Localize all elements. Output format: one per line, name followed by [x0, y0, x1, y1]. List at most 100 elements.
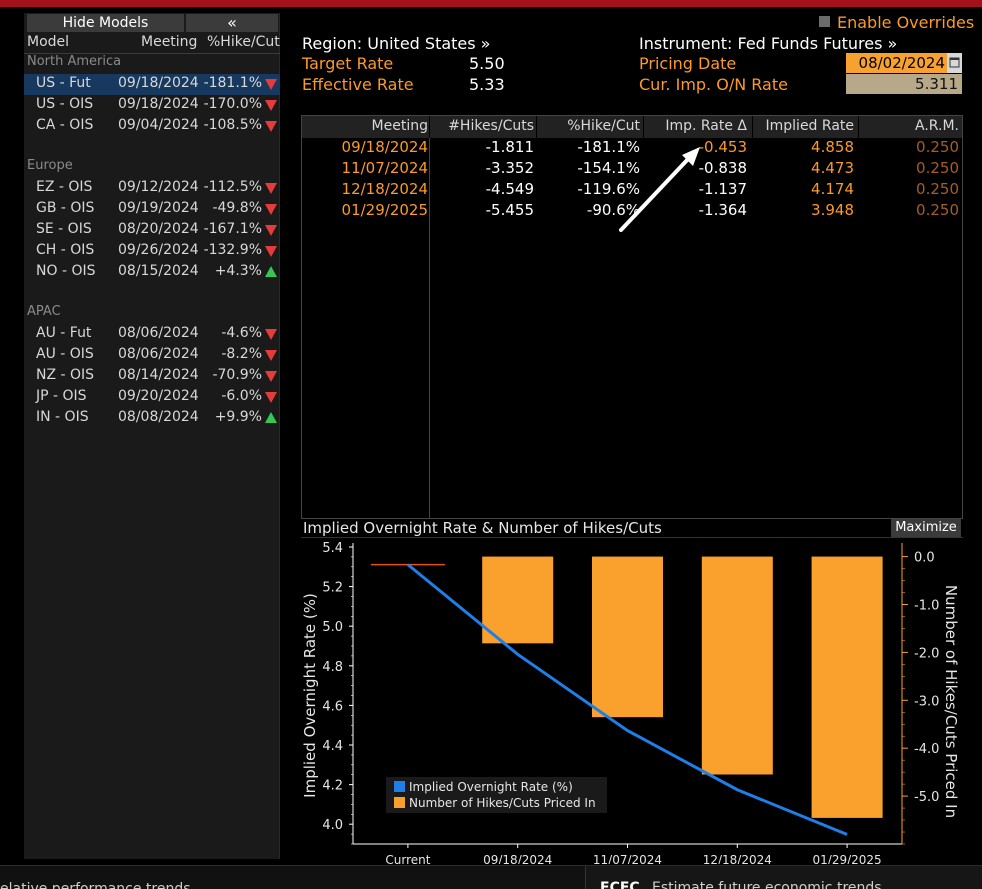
- arm-cell: 0.250: [916, 201, 959, 219]
- hikes-cuts-bar: [482, 556, 554, 644]
- cur-imp-rate-input[interactable]: 5.311: [846, 74, 962, 94]
- model-row[interactable]: CA - OIS 09/04/2024 -108.5%: [24, 116, 280, 137]
- enable-overrides-label[interactable]: Enable Overrides: [837, 13, 975, 32]
- col-hikes-cuts[interactable]: #Hikes/Cuts: [448, 118, 534, 134]
- arrow-down-icon: [265, 183, 277, 194]
- meeting-date: 08/08/2024: [118, 409, 199, 425]
- enable-overrides-checkbox[interactable]: [819, 16, 830, 27]
- hikes-cuts-cell: -5.455: [485, 201, 534, 219]
- table-divider: [429, 138, 430, 518]
- model-name: US - OIS: [36, 96, 94, 112]
- model-row[interactable]: EZ - OIS 09/12/2024 -112.5%: [24, 178, 280, 199]
- col-meeting[interactable]: Meeting: [371, 118, 428, 134]
- model-row[interactable]: US - Fut 09/18/2024 -181.1%: [24, 74, 280, 95]
- region-selector[interactable]: Region: United States »: [302, 34, 491, 53]
- arrow-down-icon: [265, 121, 277, 132]
- x-tick-label: 01/29/2025: [813, 853, 882, 864]
- target-rate-label: Target Rate: [302, 54, 394, 73]
- left-tick-label: 5.4: [322, 541, 343, 556]
- arrow-down-icon: [265, 371, 277, 382]
- bottom-function-link[interactable]: ECFC Estimate future economic trends: [585, 866, 982, 889]
- arrow-up-icon: [265, 412, 277, 423]
- hike-cut-pct: +9.9%: [214, 409, 262, 425]
- model-row[interactable]: IN - OIS 08/08/2024 +9.9%: [24, 408, 280, 429]
- meeting-date: 08/14/2024: [118, 367, 199, 383]
- imp-rate-delta-cell: -0.453: [698, 138, 747, 156]
- x-tick-label: 12/18/2024: [703, 853, 772, 864]
- model-row[interactable]: GB - OIS 09/19/2024 -49.8%: [24, 199, 280, 220]
- meeting-date: 09/19/2024: [118, 200, 199, 216]
- arrow-up-icon: [265, 266, 277, 277]
- model-row[interactable]: NO - OIS 08/15/2024 +4.3%: [24, 262, 280, 283]
- model-row[interactable]: US - OIS 09/18/2024 -170.0%: [24, 95, 280, 116]
- model-name: AU - Fut: [36, 325, 92, 341]
- model-row[interactable]: JP - OIS 09/20/2024 -6.0%: [24, 387, 280, 408]
- model-row[interactable]: SE - OIS 08/20/2024 -167.1%: [24, 220, 280, 241]
- left-tick-label: 4.6: [322, 699, 343, 714]
- hide-models-button[interactable]: Hide Models: [27, 14, 184, 32]
- hikes-cuts-bar: [701, 556, 773, 775]
- meeting-date: 09/26/2024: [118, 242, 199, 258]
- top-red-bar: [0, 0, 982, 7]
- chart-area: 5.4 5.2 5.0 4.8 4.6 4.4 4.2 4.0 0.0 -1.0 -2.0 -3.0 -…: [301, 537, 963, 867]
- meeting-date: 08/20/2024: [118, 221, 199, 237]
- meeting-cell: 11/07/2024: [341, 159, 428, 177]
- imp-rate-delta-cell: -1.137: [698, 180, 747, 198]
- header-divider: [24, 53, 280, 54]
- left-axis-title: Implied Overnight Rate (%): [301, 593, 319, 798]
- model-name: NZ - OIS: [36, 367, 95, 383]
- arrow-down-icon: [265, 79, 277, 90]
- effective-rate-label: Effective Rate: [302, 75, 414, 94]
- hike-cut-pct: -70.9%: [212, 367, 262, 383]
- meeting-date: 08/06/2024: [118, 325, 199, 341]
- arm-cell: 0.250: [916, 159, 959, 177]
- model-row[interactable]: NZ - OIS 08/14/2024 -70.9%: [24, 366, 280, 387]
- cur-imp-rate-label: Cur. Imp. O/N Rate: [639, 75, 788, 94]
- arrow-down-icon: [265, 204, 277, 215]
- arrow-down-icon: [265, 225, 277, 236]
- model-row[interactable]: AU - OIS 08/06/2024 -8.2%: [24, 345, 280, 366]
- function-code: ECFC: [600, 880, 640, 889]
- legend-swatch-rate: [394, 781, 405, 792]
- collapse-panel-icon[interactable]: «: [186, 14, 278, 32]
- hikes-cuts-bar: [592, 556, 663, 718]
- model-row[interactable]: AU - Fut 08/06/2024 -4.6%: [24, 324, 280, 345]
- col-arm[interactable]: A.R.M.: [915, 118, 959, 134]
- model-name: CH - OIS: [36, 242, 95, 258]
- right-tick-label: -2.0: [914, 646, 939, 661]
- annotation-arrow: [619, 147, 700, 232]
- pricing-date-input[interactable]: 08/02/2024: [846, 53, 947, 73]
- maximize-button[interactable]: Maximize: [891, 519, 961, 537]
- instrument-selector[interactable]: Instrument: Fed Funds Futures »: [639, 34, 898, 53]
- hike-cut-pct-cell: -90.6%: [586, 201, 640, 219]
- right-tick-label: -5.0: [914, 790, 939, 805]
- meeting-date: 09/04/2024: [118, 117, 199, 133]
- region-header: APAC: [27, 304, 61, 319]
- model-name: GB - OIS: [36, 200, 95, 216]
- meeting-column-header[interactable]: Meeting: [141, 34, 198, 50]
- hike-cut-pct: -132.9%: [203, 242, 262, 258]
- model-name: US - Fut: [36, 75, 91, 91]
- right-tick-label: -4.0: [914, 742, 939, 757]
- bottom-left-text[interactable]: elative performance trends: [0, 881, 191, 889]
- hike-cut-column-header[interactable]: %Hike/Cut: [207, 34, 280, 50]
- hike-cut-pct-cell: -154.1%: [577, 159, 640, 177]
- imp-rate-delta-cell: -0.838: [698, 159, 747, 177]
- model-column-header[interactable]: Model: [27, 34, 70, 50]
- meeting-date: 09/20/2024: [118, 388, 199, 404]
- hike-cut-pct: -49.8%: [212, 200, 262, 216]
- left-tick-label: 4.8: [322, 660, 343, 675]
- x-tick-label: 09/18/2024: [483, 853, 552, 864]
- bottom-bar: elative performance trends ECFC Estimate…: [0, 865, 982, 889]
- col-hike-cut-pct[interactable]: %Hike/Cut: [567, 118, 640, 134]
- hike-cut-pct: -108.5%: [203, 117, 262, 133]
- chart-title: Implied Overnight Rate & Number of Hikes…: [303, 519, 662, 537]
- chart-legend: [386, 777, 607, 813]
- col-implied-rate[interactable]: Implied Rate: [765, 118, 854, 134]
- col-imp-rate-delta[interactable]: Imp. Rate Δ: [665, 118, 747, 134]
- calendar-icon[interactable]: [947, 53, 962, 73]
- hikes-cuts-cell: -3.352: [485, 159, 534, 177]
- meeting-date: 08/15/2024: [118, 263, 199, 279]
- meeting-cell: 12/18/2024: [341, 180, 428, 198]
- model-row[interactable]: CH - OIS 09/26/2024 -132.9%: [24, 241, 280, 262]
